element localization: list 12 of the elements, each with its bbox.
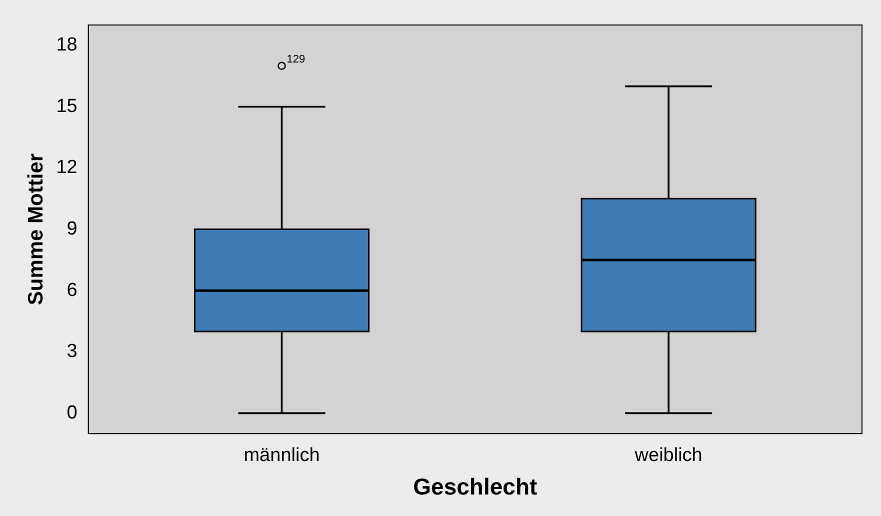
y-tick-label: 0 (66, 402, 78, 424)
y-tick-label: 15 (56, 96, 78, 117)
y-tick-label: 18 (56, 34, 78, 56)
x-tick-label: männlich (244, 445, 320, 466)
annotation: 129 (286, 53, 306, 66)
x-tick-label: weiblich (634, 445, 702, 466)
x-axis-title: Geschlecht (413, 474, 538, 500)
y-tick-label: 9 (66, 218, 78, 240)
y-tick-label: 6 (66, 280, 78, 301)
y-tick-label: 3 (66, 341, 78, 362)
y-tick-label: 12 (56, 157, 78, 178)
y-axis-title: Summe Mottier (24, 153, 48, 306)
